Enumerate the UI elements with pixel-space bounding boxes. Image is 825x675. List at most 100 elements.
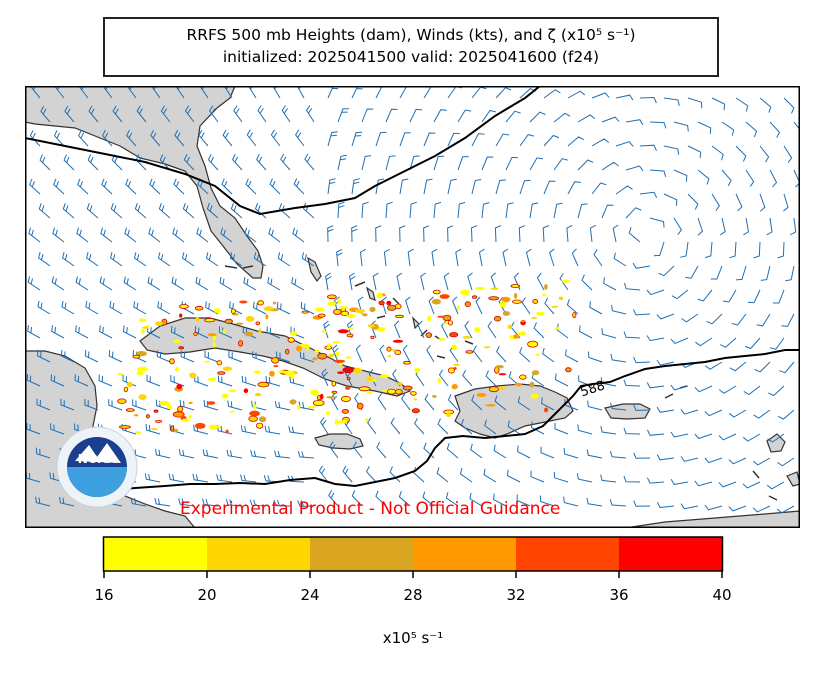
vorticity-blob — [554, 326, 560, 330]
vorticity-blob — [544, 283, 548, 290]
vorticity-blob — [254, 392, 262, 397]
vorticity-blob — [285, 348, 290, 355]
colorbar-cell — [619, 537, 723, 571]
vorticity-blob — [439, 294, 450, 299]
vorticity-blob — [312, 357, 318, 361]
vorticity-blob — [337, 371, 344, 375]
vorticity-blob — [332, 308, 342, 315]
colorbar-cell — [413, 537, 517, 571]
vorticity-blob — [490, 287, 499, 290]
vorticity-blob — [331, 390, 338, 394]
vorticity-blob — [341, 408, 349, 414]
vorticity-blob — [259, 416, 267, 423]
vorticity-blob — [514, 382, 522, 387]
height-contour-north — [25, 86, 541, 216]
vorticity-blob — [145, 414, 150, 419]
vorticity-blob — [453, 367, 457, 370]
vorticity-blob — [126, 381, 133, 388]
vorticity-blob — [449, 332, 459, 338]
vorticity-blob — [188, 401, 193, 404]
vorticity-blob — [141, 328, 145, 335]
vorticity-blob — [217, 371, 226, 375]
vorticity-blob — [386, 346, 392, 352]
vorticity-blob — [207, 377, 216, 382]
vorticity-blob — [328, 353, 335, 357]
vorticity-blob — [476, 393, 487, 397]
vorticity-blob — [535, 353, 540, 356]
vorticity-blob — [387, 355, 392, 358]
vorticity-blob — [511, 299, 522, 304]
vorticity-blob — [529, 381, 535, 388]
vorticity-blob — [485, 404, 496, 407]
vorticity-blob — [212, 342, 216, 348]
vorticity-blob — [257, 381, 270, 388]
vorticity-blob — [437, 315, 446, 318]
vorticity-blob — [410, 391, 417, 396]
vorticity-blob — [558, 296, 564, 301]
vorticity-blob — [394, 388, 403, 395]
vorticity-blob — [366, 391, 373, 395]
vorticity-blob — [394, 349, 402, 355]
vorticity-blob — [432, 289, 441, 295]
florida-landmass — [25, 86, 264, 279]
vorticity-blob — [471, 295, 478, 299]
vorticity-blob — [320, 330, 328, 333]
vorticity-blob — [244, 331, 254, 337]
vorticity-blob — [151, 428, 159, 430]
vorticity-blob — [167, 404, 173, 410]
vorticity-blob — [531, 370, 540, 376]
vorticity-blob — [535, 311, 545, 316]
colorbar-tick-label: 32 — [506, 586, 525, 604]
map-title: RRFS 500 mb Heights (dam), Winds (kts), … — [186, 26, 636, 44]
vorticity-blob — [193, 332, 198, 336]
jamaica-landmass — [314, 433, 364, 450]
vorticity-blob — [221, 393, 229, 399]
vorticity-blob — [326, 396, 337, 399]
vorticity-blob — [462, 336, 471, 339]
vorticity-blob — [347, 327, 355, 330]
vorticity-blob — [125, 408, 135, 412]
vorticity-blob — [338, 306, 349, 309]
vorticity-blob — [358, 386, 371, 392]
vorticity-blob — [572, 312, 577, 319]
vorticity-blob — [520, 320, 525, 323]
vorticity-blob — [117, 398, 127, 404]
colorbar-cell — [310, 537, 414, 571]
vorticity-blob — [386, 300, 392, 306]
vorticity-blob — [307, 405, 317, 409]
vorticity-blob — [176, 384, 183, 390]
vorticity-blob — [263, 306, 274, 311]
vorticity-blob — [551, 305, 559, 308]
vorticity-blob — [507, 324, 513, 329]
vorticity-blob — [177, 405, 184, 413]
vorticity-blob — [367, 324, 376, 328]
puerto-rico-landmass — [604, 403, 651, 420]
vorticity-blob — [178, 304, 189, 309]
vorticity-blob — [527, 340, 539, 348]
vorticity-blob — [256, 422, 264, 429]
vorticity-blob — [138, 318, 147, 322]
vorticity-blob — [378, 300, 385, 306]
vorticity-blob — [287, 337, 295, 343]
vorticity-blob — [174, 367, 180, 372]
vorticity-shading — [117, 279, 577, 435]
vorticity-blob — [212, 335, 217, 341]
vorticity-blob — [356, 402, 364, 410]
vorticity-blob — [517, 331, 527, 336]
vorticity-blob — [395, 314, 404, 318]
vorticity-blob — [225, 429, 229, 434]
vorticity-blob — [442, 314, 452, 322]
vorticity-blob — [474, 286, 486, 290]
vorticity-blob — [326, 411, 330, 416]
vorticity-blob — [379, 374, 390, 379]
vorticity-blob — [290, 331, 298, 336]
vorticity-blob — [137, 366, 148, 372]
vorticity-blob — [245, 316, 255, 322]
vorticity-blob — [290, 374, 295, 379]
vorticity-blob — [239, 300, 248, 304]
vorticity-blob — [488, 386, 499, 393]
vorticity-blob — [402, 385, 413, 391]
vorticity-blob — [346, 376, 351, 381]
vorticity-blob — [136, 351, 147, 357]
vorticity-blob — [501, 296, 511, 303]
